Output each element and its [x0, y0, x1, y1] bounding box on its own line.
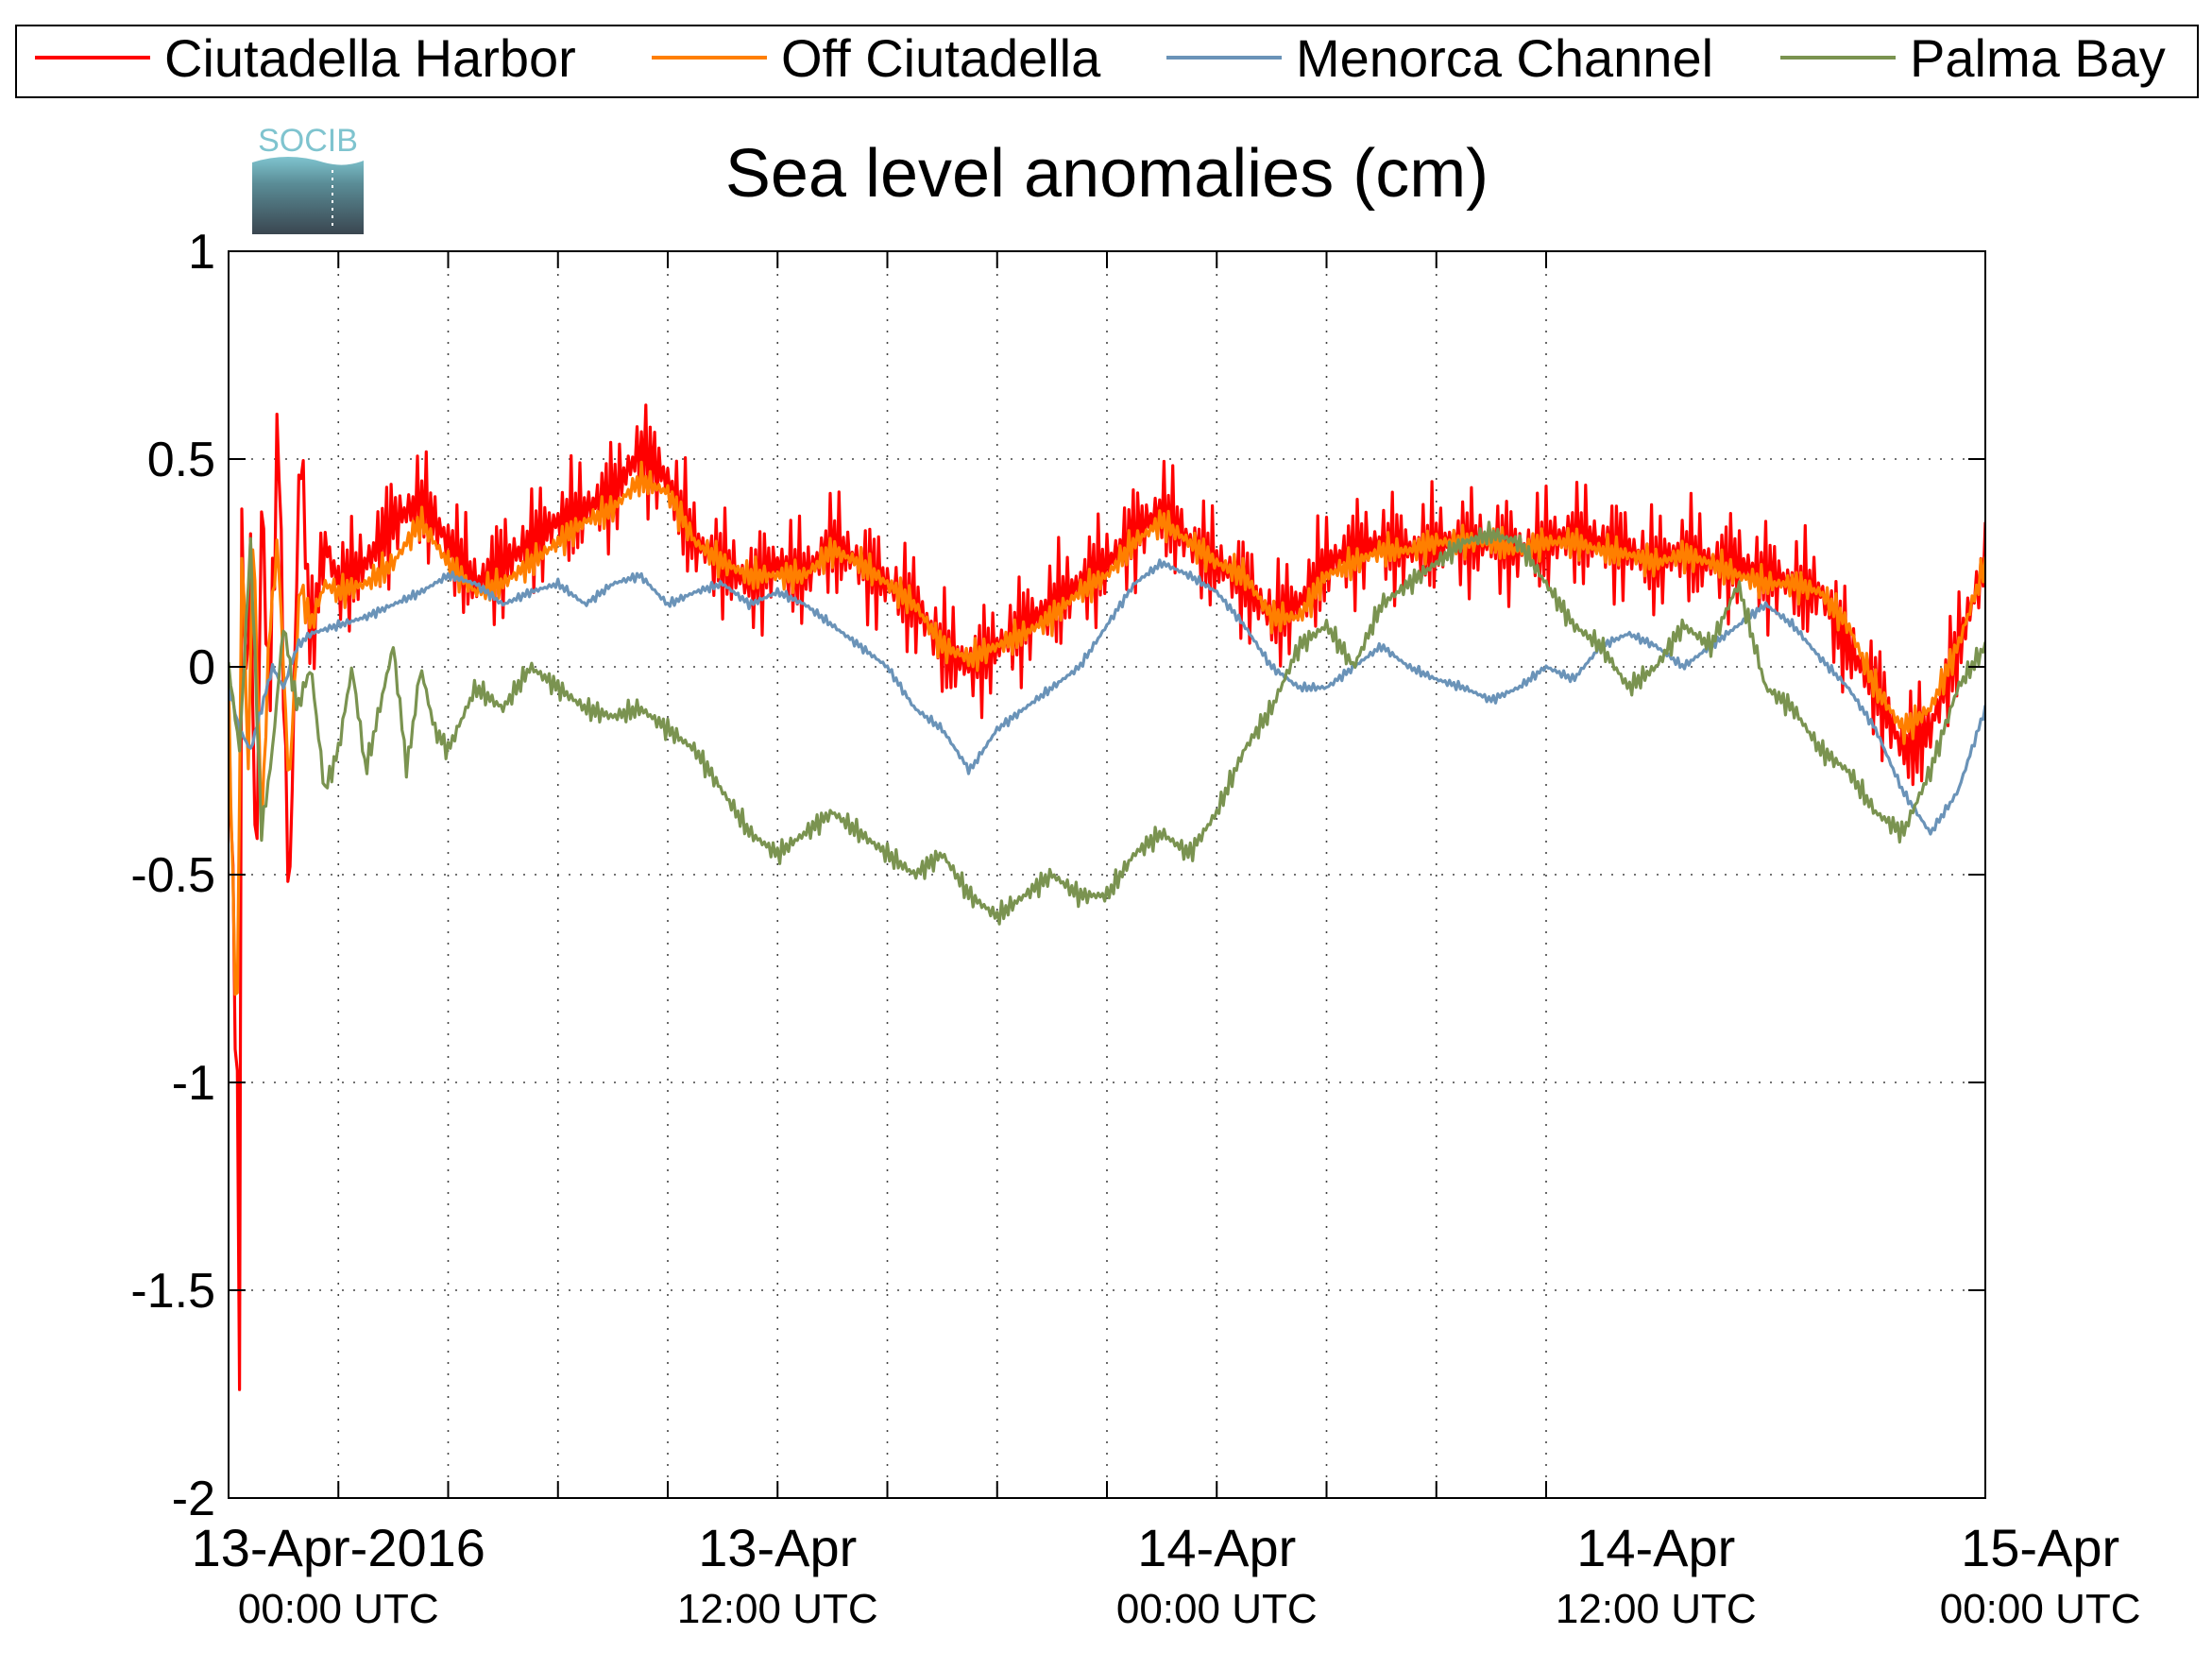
plot-area [228, 250, 1986, 1499]
logo-text: SOCIB [258, 123, 358, 159]
legend-label-3: Menorca Channel [1296, 28, 1713, 88]
x-tick-label-time: 00:00 UTC [1116, 1586, 1318, 1632]
chart-title: Sea level anomalies (cm) [725, 136, 1489, 212]
y-tick-label: 0.5 [147, 433, 215, 487]
y-tick-label: 0 [188, 640, 215, 695]
axis-ticks [228, 250, 1985, 1499]
series-layer [229, 403, 1985, 1391]
x-tick-label-date: 14-Apr [1137, 1518, 1296, 1577]
legend-label-4: Palma Bay [1910, 28, 2166, 88]
y-tick-label: -1 [172, 1056, 215, 1111]
y-tick-label: -0.5 [130, 848, 215, 903]
series-line-2 [229, 460, 1985, 996]
grid [229, 251, 1985, 1498]
y-tick-label: -2 [172, 1472, 215, 1526]
y-axis-labels: 1 0.5 0 -0.5 -1 -1.5 -2 [130, 225, 215, 1526]
x-tick-label-date: 14-Apr [1576, 1518, 1735, 1577]
y-tick-label: -1.5 [130, 1264, 215, 1319]
x-tick-label-date: 13-Apr-2016 [192, 1518, 485, 1577]
legend: Ciutadella Harbor Off Ciutadella Menorca C… [15, 25, 2199, 98]
legend-box [15, 25, 2199, 98]
x-tick-label-time: 00:00 UTC [238, 1586, 439, 1632]
legend-label-1: Ciutadella Harbor [164, 28, 576, 88]
x-tick-label-time: 12:00 UTC [1556, 1586, 1757, 1632]
y-tick-label: 1 [188, 225, 215, 280]
series-line-4 [229, 520, 1985, 926]
logo-wave-icon [252, 157, 364, 234]
series-line-3 [229, 558, 1985, 836]
x-tick-label-date: 15-Apr [1961, 1518, 2119, 1577]
x-axis-labels: 13-Apr-2016 00:00 UTC 13-Apr 12:00 UTC 14-Ap… [192, 1518, 2141, 1632]
x-tick-label-time: 00:00 UTC [1940, 1586, 2141, 1632]
x-tick-label-date: 13-Apr [698, 1518, 857, 1577]
x-tick-label-time: 12:00 UTC [677, 1586, 878, 1632]
socib-logo: SOCIB [252, 123, 364, 234]
legend-label-2: Off Ciutadella [781, 28, 1101, 88]
